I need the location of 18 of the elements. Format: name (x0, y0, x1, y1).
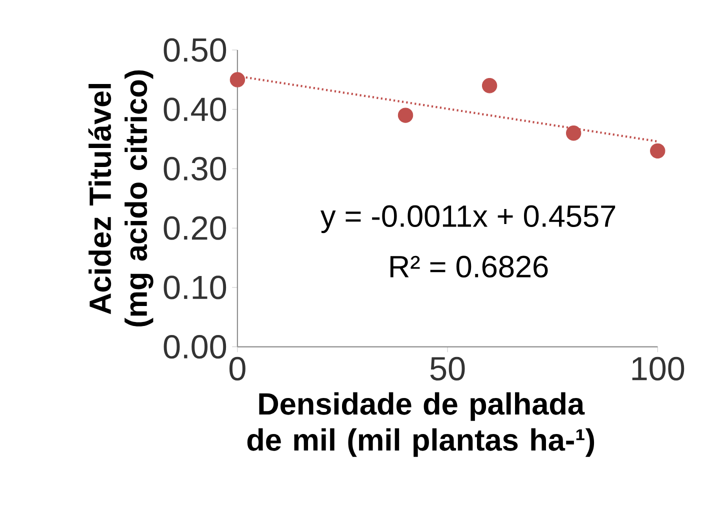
y-tick-label: 0.00 (164, 334, 226, 359)
y-tick-label: 0.20 (164, 216, 226, 240)
y-tick-label: 0.30 (164, 156, 226, 180)
y-tick-label: 0.40 (164, 97, 226, 122)
x-tick-label: 50 (430, 356, 465, 380)
x-tick-label: 100 (632, 356, 684, 380)
x-axis-title: Densidade de palhada de mil (mil plantas ha-¹) (247, 392, 594, 457)
point (398, 108, 414, 123)
annotation: R² = 0.6826 (390, 256, 548, 278)
point (566, 125, 582, 141)
point (230, 72, 246, 88)
point (650, 143, 666, 158)
y-tick-label: 0.10 (164, 276, 226, 300)
x-tick-label: 0 (229, 356, 246, 380)
point (482, 78, 498, 94)
y-axis-title: Acidez Titulável (mg acido citrico) (88, 70, 154, 326)
y-tick-label: 0.50 (164, 38, 226, 62)
annotation: y = -0.0011x + 0.4557 (320, 205, 616, 233)
